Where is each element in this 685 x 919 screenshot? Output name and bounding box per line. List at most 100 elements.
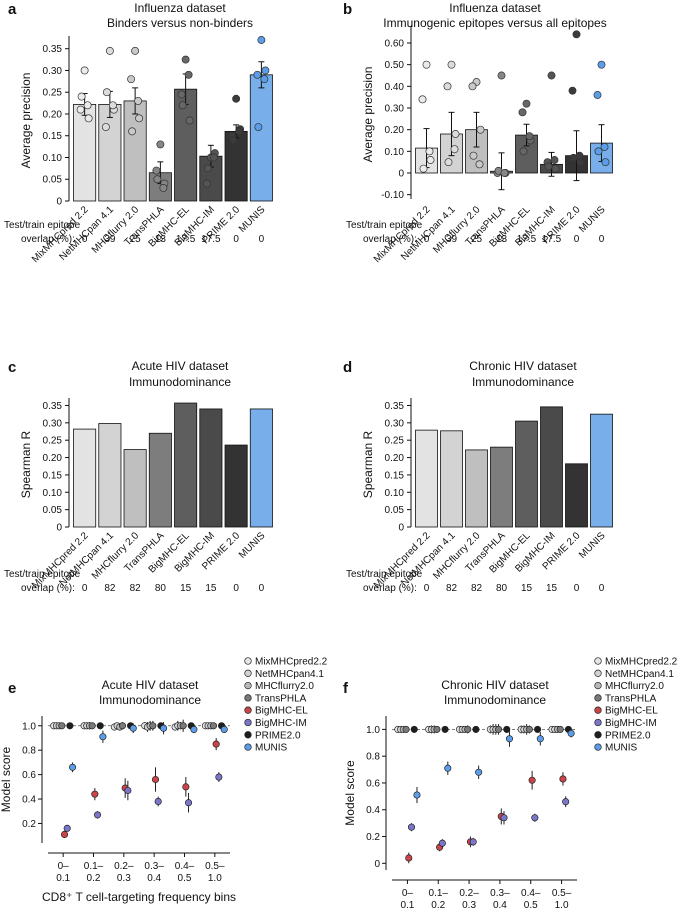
- data-point-mixmhcpred-2-2: [83, 101, 92, 110]
- data-point-mixmhcpred-2-2: [84, 114, 93, 123]
- point-prime2-0: [66, 722, 74, 730]
- point-munis: [536, 735, 544, 743]
- y-tick-label: 0: [56, 523, 62, 534]
- data-point-mixmhcpred-2-2: [76, 105, 85, 114]
- point-munis: [444, 764, 452, 772]
- overlap-value: 15: [521, 583, 533, 594]
- y-tick-label: 0: [56, 197, 62, 208]
- data-point-bigmhc-el: [525, 132, 534, 141]
- legend-marker-prime2-0: [594, 731, 602, 739]
- data-point-netmhcpan-4-1: [108, 101, 117, 110]
- legend-marker-bigmhc-el: [594, 706, 602, 714]
- data-point-bigmhc-el: [185, 116, 194, 125]
- data-point-mixmhcpred-2-2: [426, 156, 435, 164]
- overlap-value: 0: [233, 234, 239, 245]
- legend-marker-mhcflurry2-0: [594, 681, 602, 690]
- y-tick-label: -0.10: [381, 190, 404, 201]
- point-bigmhc-im: [500, 814, 508, 822]
- point-munis: [505, 735, 514, 743]
- overlap-value: 0: [424, 234, 430, 245]
- data-point-netmhcpan-4-1: [451, 130, 460, 138]
- bar-transphla: [148, 432, 172, 528]
- x-tick-label: 0.3: [462, 900, 476, 911]
- legend-marker-munis: [244, 743, 252, 751]
- data-point-prime-2-0: [232, 94, 241, 103]
- y-tick-label: 0.05: [43, 175, 63, 186]
- data-point-munis: [261, 66, 270, 75]
- overlap-label-line2: overlap (%):: [363, 234, 417, 245]
- data-point-netmhcpan-4-1: [444, 158, 453, 167]
- bar-mixmhcpred-2-2: [73, 428, 97, 528]
- y-tick-label: 0.30: [43, 66, 63, 77]
- point-prime2-0: [410, 725, 418, 733]
- y-tick-label: 0.35: [43, 401, 63, 412]
- legend-label-mhcflurry2-0: MHCflurry2.0: [255, 681, 314, 692]
- point-transphla: [433, 725, 441, 733]
- data-point-prime-2-0: [568, 86, 577, 95]
- overlap-value: 25: [471, 234, 483, 245]
- y-tick-label: 0.60: [385, 39, 405, 50]
- legend-marker-netmhcpan4-1: [594, 669, 602, 677]
- bar-bigmhc-im: [199, 408, 223, 528]
- point-bigmhc-im: [438, 839, 446, 847]
- panel-letter-d: d: [343, 359, 352, 376]
- y-tick-label: 0.2: [366, 832, 380, 843]
- point-bigmhc-el: [528, 776, 536, 784]
- y-axis-label: Spearman R: [361, 430, 375, 498]
- panel-letter-e: e: [8, 680, 16, 697]
- data-point-munis: [597, 60, 606, 69]
- data-point-mhcflurry-2-0: [127, 75, 136, 84]
- panel-letter-f: f: [343, 680, 349, 697]
- point-bigmhc-im: [531, 814, 539, 822]
- y-tick-label: 0.35: [385, 401, 405, 412]
- data-point-munis: [254, 123, 263, 131]
- overlap-value: 25: [130, 234, 142, 245]
- data-point-mhcflurry-2-0: [475, 160, 484, 169]
- x-tick-label: 0–: [58, 861, 70, 872]
- x-tick-label: 1.0: [208, 873, 222, 884]
- point-bigmhc-el: [405, 854, 413, 862]
- y-tick-label: 0.10: [385, 147, 405, 158]
- y-tick-label: 0.15: [43, 131, 63, 142]
- y-tick-label: 0.50: [385, 60, 405, 71]
- y-tick-label: 0.20: [43, 109, 63, 120]
- overlap-value: 82: [130, 583, 142, 594]
- y-tick-label: 0.25: [43, 88, 63, 99]
- point-bigmhc-im: [124, 786, 132, 795]
- overlap-value: 15: [546, 583, 558, 594]
- point-transphla: [179, 722, 187, 730]
- x-tick-label: 0.4: [493, 900, 507, 911]
- point-transphla: [495, 725, 503, 733]
- point-bigmhc-el: [559, 775, 567, 783]
- data-point-netmhcpan-4-1: [102, 88, 111, 97]
- legend-label-bigmhc-el: BigMHC-EL: [255, 706, 308, 717]
- point-transphla: [209, 722, 218, 730]
- y-tick-label: 0.4: [366, 805, 380, 816]
- y-tick-label: 0.10: [385, 488, 405, 499]
- point-munis: [220, 725, 228, 733]
- y-tick-label: 0.8: [366, 752, 380, 763]
- y-tick-label: 0.05: [43, 505, 63, 516]
- y-axis-label: Average precision: [361, 67, 375, 163]
- point-transphla: [88, 722, 96, 730]
- panel-title-line2: Immunodominance: [129, 375, 231, 389]
- point-transphla: [58, 722, 66, 730]
- category-label-munis: MUNIS: [577, 530, 608, 561]
- overlap-label-line2: overlap (%):: [363, 583, 417, 594]
- data-point-bigmhc-el: [522, 99, 531, 108]
- panel-title-line2: Immunodominance: [99, 693, 201, 707]
- x-tick-label: 0.5–: [552, 888, 572, 899]
- data-point-mixmhcpred-2-2: [80, 66, 89, 75]
- y-tick-label: 0.2: [22, 819, 36, 830]
- data-point-transphla: [156, 140, 165, 149]
- bar-bigmhc-el: [515, 420, 538, 528]
- legend-marker-mixmhcpred2-2: [594, 657, 602, 665]
- point-transphla: [118, 722, 127, 730]
- data-point-mhcflurry-2-0: [134, 96, 143, 105]
- data-point-prime-2-0: [229, 136, 238, 145]
- legend-label-bigmhc-im: BigMHC-IM: [255, 718, 307, 729]
- y-tick-label: 0.20: [385, 453, 405, 464]
- point-bigmhc-im: [184, 799, 193, 807]
- x-tick-label: 0.3–: [144, 861, 164, 872]
- legend-label-prime2-0: PRIME2.0: [605, 730, 651, 741]
